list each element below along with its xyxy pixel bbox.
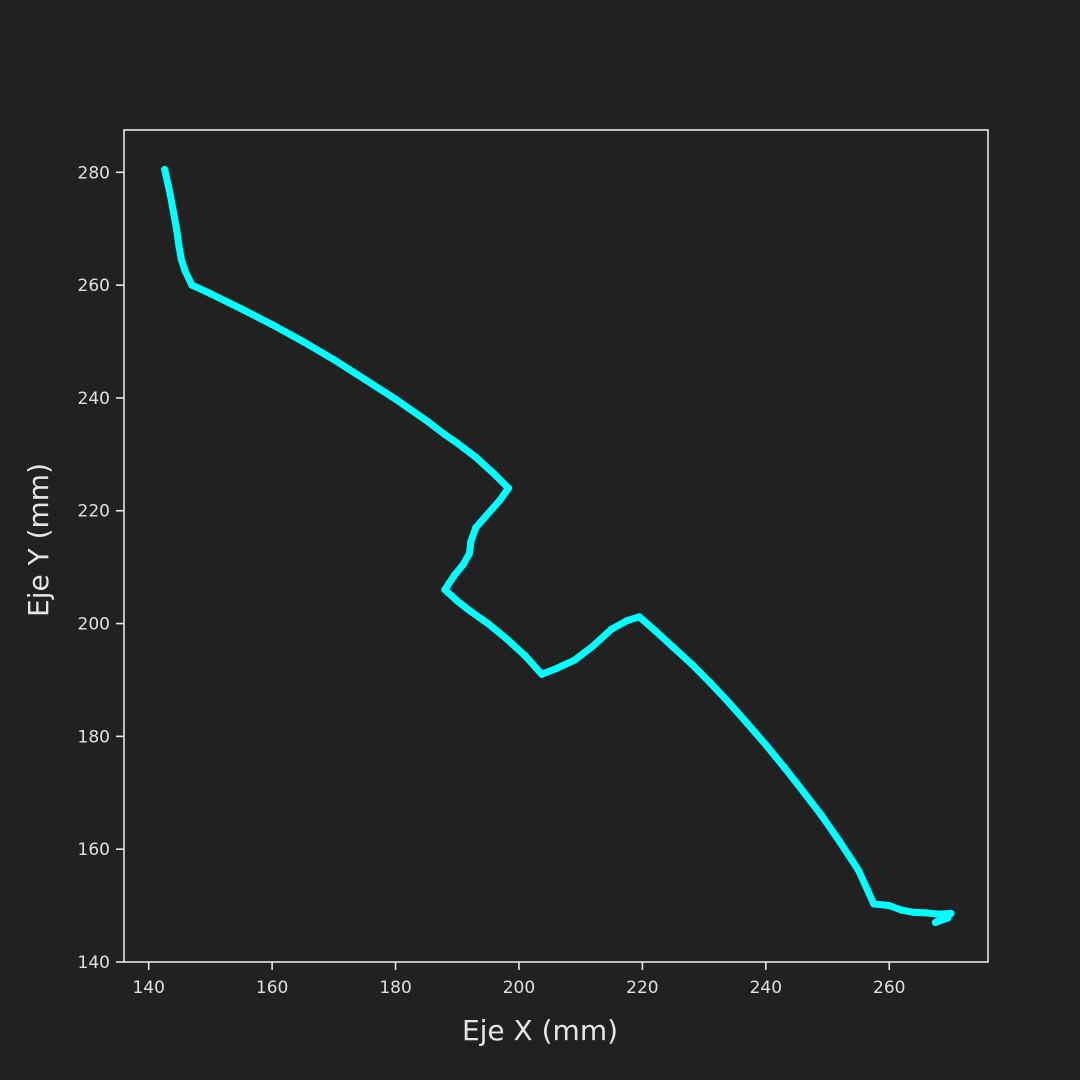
data-point [453,597,461,605]
y-tick-label: 140 [78,953,110,973]
data-point [206,290,214,298]
data-point [453,439,461,447]
data-point [484,509,492,518]
data-point [450,572,458,580]
data-point [166,191,174,199]
data-point [169,208,177,216]
data-point [538,670,546,678]
data-point [188,281,196,289]
x-tick-label: 140 [132,978,164,998]
data-point [688,660,696,668]
data-point [484,620,492,628]
y-axis-label: Eje Y (mm) [22,463,55,617]
y-tick-label: 280 [78,163,110,183]
data-point [467,538,475,546]
x-axis-ticks: 140 160 180 200 220 240 260 [132,962,905,998]
data-point [391,395,400,403]
data-point [172,225,181,233]
data-point [817,811,826,819]
data-point [361,375,369,383]
data-point [931,918,940,927]
y-tick-label: 160 [78,840,110,860]
data-point [922,909,930,917]
x-tick-label: 220 [626,978,658,998]
y-tick-label: 200 [78,615,110,635]
data-point [177,256,185,264]
data-point [163,177,171,185]
data-point [570,656,579,664]
data-point [466,607,474,615]
data-point [623,617,631,625]
x-tick-label: 160 [256,978,288,998]
data-point [472,524,480,532]
data-point [635,613,643,621]
data-point [669,643,677,651]
x-axis-label: Eje X (mm) [462,1014,618,1047]
points-layer [161,165,955,927]
data-point [441,586,449,594]
data-point [268,321,276,329]
y-tick-label: 240 [78,389,110,409]
y-axis-ticks: 140 160 180 200 220 240 260 280 [78,163,124,973]
y-tick-label: 180 [78,727,110,747]
data-point [870,900,878,908]
data-point [490,470,498,478]
data-point [504,484,513,492]
data-point [161,165,169,174]
data-point [799,787,807,795]
data-point [944,914,952,922]
x-tick-label: 200 [503,978,535,998]
data-point [762,741,770,749]
data-point [299,337,307,346]
data-point [780,763,788,772]
data-point [175,242,183,250]
data-point [898,906,906,914]
data-point [607,625,616,633]
data-point [910,908,918,917]
data-point [441,431,449,439]
data-point [503,635,511,643]
data-point [496,495,505,504]
x-tick-label: 260 [873,978,905,998]
data-point [552,665,560,673]
data-point [836,838,844,846]
data-point [706,679,714,687]
y-tick-label: 260 [78,276,110,296]
data-point [181,267,189,275]
data-point [466,549,474,557]
data-point [237,305,245,313]
data-point [459,560,467,568]
x-tick-label: 180 [379,978,411,998]
data-point [472,453,480,461]
data-point [651,626,659,634]
data-point [422,416,430,425]
plot-frame [123,129,989,963]
data-point [935,910,943,918]
x-tick-label: 240 [750,978,782,998]
data-point [330,356,338,364]
data-point [521,652,529,660]
data-point [589,642,597,650]
data-point [854,866,863,874]
data-point [725,698,733,707]
y-tick-label: 220 [78,502,110,522]
data-point [885,902,893,910]
data-point [743,719,751,728]
